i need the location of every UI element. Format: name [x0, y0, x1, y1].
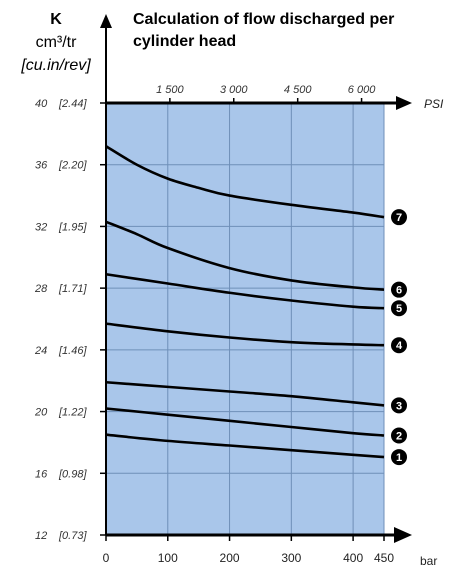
x2-tick-label: 6 000: [348, 84, 376, 96]
series-4-line: [105, 322, 385, 347]
y-tick-alt-label: [1.71]: [58, 283, 87, 295]
y-tick-alt-label: [1.22]: [58, 407, 87, 419]
y-tick-alt-label: [2.44]: [58, 98, 87, 110]
y-tick-alt-label: [2.20]: [58, 160, 87, 172]
x2-tick-label: 3 000: [220, 84, 248, 96]
y-tick-alt-label: [1.95]: [58, 221, 87, 233]
x-tick-label: 450: [374, 551, 394, 565]
series-1-marker: [391, 449, 407, 466]
x-axis-title: bar: [420, 554, 437, 568]
series-4-marker: [391, 337, 407, 354]
series-1-line: [105, 433, 385, 459]
x-axis-arrow-icon: [394, 527, 412, 543]
series-7-line: [105, 145, 385, 219]
y-tick-label: 16: [35, 468, 48, 480]
series-5-line: [105, 272, 385, 310]
x-tick-label: 400: [343, 551, 363, 565]
series-4-marker-label: 4: [396, 340, 403, 352]
plot-area: [106, 103, 384, 535]
series-2-marker: [391, 427, 407, 444]
x-tick-label: 100: [158, 551, 178, 565]
y-tick-label: 32: [35, 221, 47, 233]
series-7-marker: [391, 209, 407, 226]
y-tick-label: 40: [35, 98, 48, 110]
series-2-line: [105, 407, 385, 437]
series-7-marker-label: 7: [396, 212, 402, 224]
x-tick-label: 300: [281, 551, 301, 565]
series-5-marker-label: 5: [396, 303, 402, 315]
y-tick-label: 36: [35, 160, 48, 172]
y-axis-title-alt-unit: [cu.in/rev]: [20, 57, 91, 74]
series-3-marker: [391, 397, 407, 414]
y-axis-title-unit: cm³/tr: [36, 34, 78, 51]
x2-axis-title: PSI: [424, 97, 444, 111]
x-tick-label: 0: [103, 551, 110, 565]
y-tick-label: 28: [34, 283, 48, 295]
grid: [106, 103, 385, 535]
series-1-marker-label: 1: [396, 452, 402, 464]
series-3-marker-label: 3: [396, 400, 402, 412]
y-tick-alt-label: [0.73]: [58, 530, 87, 542]
series-3-line: [105, 380, 385, 407]
series-2-marker-label: 2: [396, 430, 402, 442]
y-tick-alt-label: [0.98]: [58, 468, 87, 480]
top-axis-arrow-icon: [396, 96, 412, 110]
y-tick-label: 20: [34, 407, 48, 419]
x2-tick-label: 4 500: [284, 84, 312, 96]
series-6-marker: [391, 281, 407, 298]
y-axis-title-symbol: K: [50, 11, 62, 28]
y-axis-arrow-icon: [100, 14, 112, 28]
ticks-layer: 40 [2.44] 36 [2.20] 32 [1.95] 28 [1.71] 24 [1.46]…: [34, 84, 394, 565]
series-6-marker-label: 6: [396, 285, 402, 297]
chart-title-line-2: cylinder head: [133, 33, 236, 50]
series-5-marker: [391, 300, 407, 317]
y-tick-label: 24: [34, 345, 47, 357]
x-tick-label: 200: [220, 551, 240, 565]
y-tick-alt-label: [1.46]: [58, 345, 87, 357]
series-layer: 1 2 3 4 5 6 7: [105, 145, 407, 466]
series-6-line: [105, 220, 385, 291]
x2-tick-label: 1 500: [156, 84, 184, 96]
chart-title-line-1: Calculation of flow discharged per: [133, 11, 394, 28]
y-tick-label: 12: [35, 530, 47, 542]
